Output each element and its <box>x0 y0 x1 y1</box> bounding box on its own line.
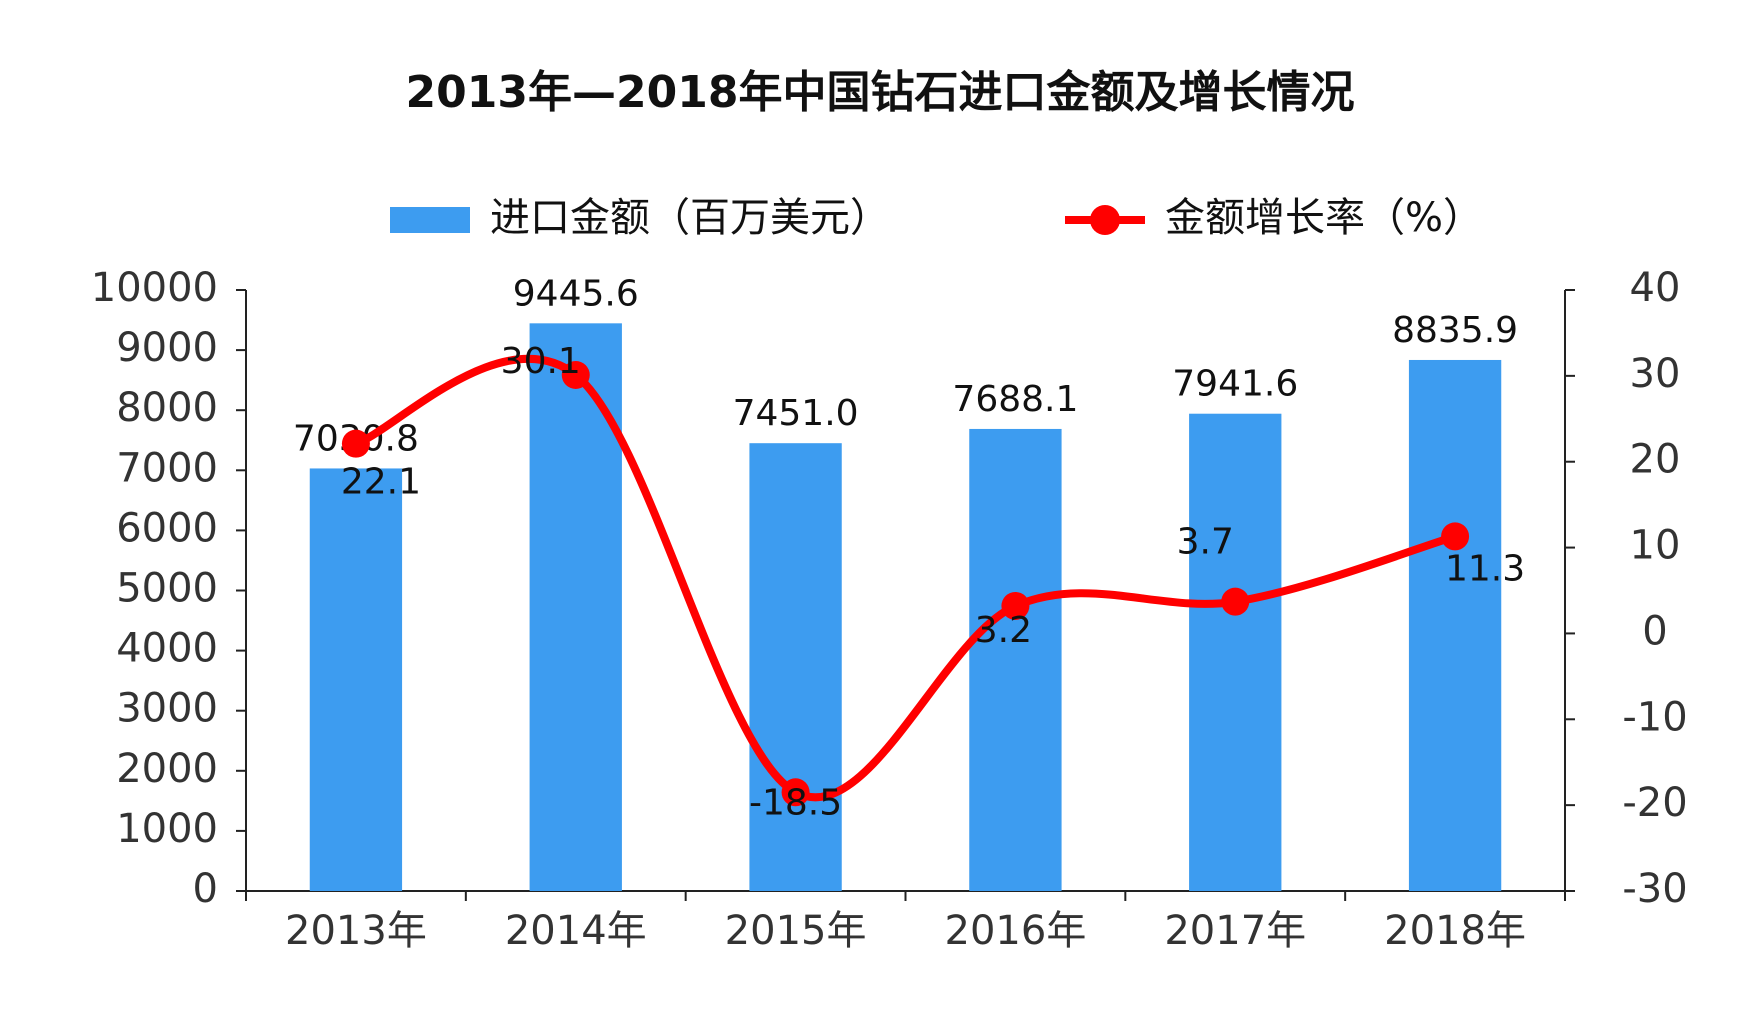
x-tick-label: 2013年 <box>285 908 427 954</box>
y2-tick-label: 10 <box>1630 523 1681 569</box>
legend-marker <box>1090 205 1120 235</box>
y-tick-label: 6000 <box>116 505 218 551</box>
y-tick-label: 1000 <box>116 806 218 852</box>
y-tick-label: 9000 <box>116 325 218 371</box>
growth-label: -18.5 <box>749 782 842 823</box>
legend-label: 金额增长率（%） <box>1165 195 1483 241</box>
bar-label: 7941.6 <box>1172 364 1298 405</box>
y-tick-label: 10000 <box>91 265 218 311</box>
growth-label: 3.2 <box>975 610 1032 651</box>
y-tick-label: 5000 <box>116 566 218 612</box>
y-tick-label: 4000 <box>116 626 218 672</box>
growth-line <box>354 354 1457 802</box>
chart-title: 2013年—2018年中国钻石进口金额及增长情况 <box>406 67 1355 118</box>
legend-label: 进口金额（百万美元） <box>490 195 890 241</box>
bar-label: 7451.0 <box>733 393 859 434</box>
y2-tick-label: -20 <box>1622 780 1687 826</box>
y-tick-label: 3000 <box>116 686 218 732</box>
growth-label: 11.3 <box>1445 548 1525 589</box>
x-tick-label: 2018年 <box>1384 908 1526 954</box>
bar <box>1408 359 1502 891</box>
growth-point <box>1221 587 1250 616</box>
bar <box>1189 413 1282 891</box>
growth-point <box>1001 591 1030 620</box>
x-tick-label: 2014年 <box>505 908 647 954</box>
y-tick-label: 2000 <box>116 746 218 792</box>
growth-point <box>1441 522 1470 551</box>
x-tick-label: 2017年 <box>1164 908 1306 954</box>
bar-label: 8835.9 <box>1392 310 1518 351</box>
y2-tick-label: -10 <box>1622 694 1687 740</box>
growth-point <box>781 778 810 807</box>
y2-tick-label: 20 <box>1630 437 1681 483</box>
x-tick-label: 2016年 <box>945 908 1087 954</box>
growth-point <box>341 429 370 458</box>
bar-label: 9445.6 <box>513 273 639 314</box>
bar <box>749 443 842 891</box>
y2-tick-label: 40 <box>1630 265 1681 311</box>
y2-tick-label: -30 <box>1622 866 1687 912</box>
y-tick-label: 8000 <box>116 385 218 431</box>
growth-label: 22.1 <box>341 462 421 503</box>
growth-label: 3.7 <box>1177 522 1234 563</box>
growth-label: 30.1 <box>501 341 581 382</box>
y2-tick-label: 30 <box>1630 351 1681 397</box>
y-tick-label: 0 <box>193 866 218 912</box>
legend-swatch <box>390 207 470 233</box>
y-tick-label: 7000 <box>116 445 218 491</box>
bar <box>969 428 1062 891</box>
x-tick-label: 2015年 <box>725 908 867 954</box>
bar <box>309 468 403 891</box>
bar-label: 7688.1 <box>952 379 1078 420</box>
growth-point <box>561 360 590 389</box>
y2-tick-label: 0 <box>1642 608 1667 654</box>
